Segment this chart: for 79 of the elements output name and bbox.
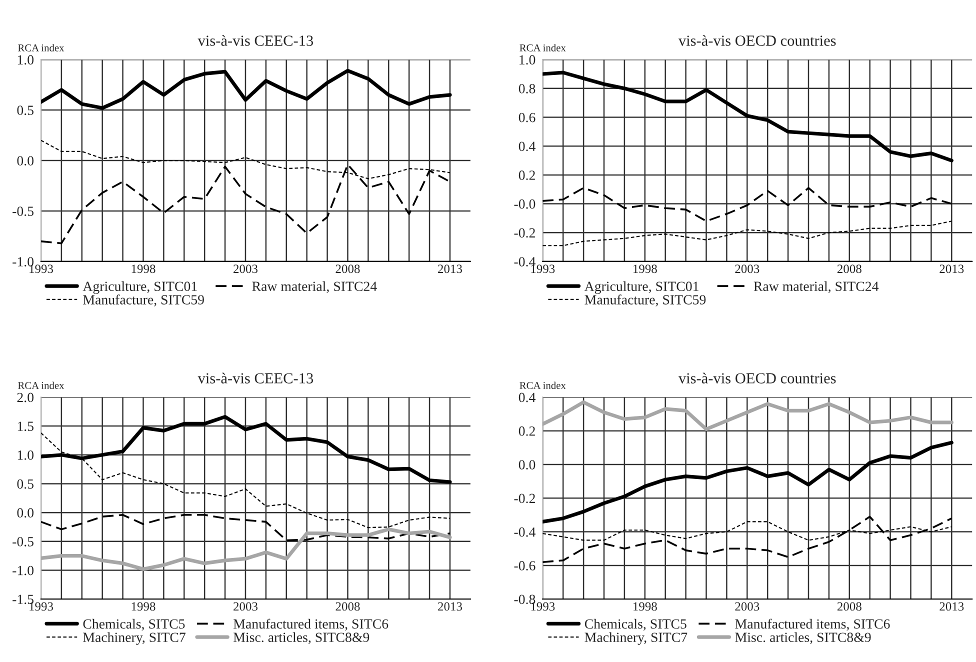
y-tick-label: -0.8 — [514, 594, 536, 604]
y-tick-label: 1.0 — [18, 55, 34, 65]
x-tick-label: 1993 — [531, 602, 555, 611]
y-tick-label: -0.5 — [12, 537, 34, 546]
x-tick-label: 1998 — [132, 264, 156, 274]
y-axis-title: RCA index — [18, 382, 64, 390]
y-tick-label: 0.2 — [518, 426, 535, 436]
y-axis-title: RCA index — [520, 382, 566, 390]
y-tick-label: 0.0 — [17, 508, 34, 518]
legend-label: Chemicals, SITC5 — [83, 618, 185, 631]
legend-label: Manufactured items, SITC6 — [234, 618, 388, 631]
y-tick-label: -0.2 — [514, 494, 535, 504]
x-tick-label: 2008 — [837, 264, 862, 274]
legend-label: Agriculture, SITC01 — [82, 281, 197, 294]
x-tick-label: 1998 — [132, 602, 156, 611]
legend-label: Raw material, SITC24 — [754, 281, 879, 294]
x-tick-label: 2003 — [234, 602, 258, 611]
y-tick-label: 1.0 — [520, 55, 536, 65]
y-axis-title: RCA index — [520, 44, 566, 52]
y-tick-label: -0.0 — [514, 199, 536, 209]
chart-title: vis-à-vis CEEC-13 — [198, 372, 314, 384]
legend-label: Manufactured items, SITC6 — [735, 618, 890, 631]
x-tick-label: 2003 — [735, 602, 760, 611]
x-tick-label: 2008 — [336, 602, 360, 611]
y-tick-label: 0.2 — [518, 170, 535, 180]
chart-title: vis-à-vis OECD countries — [678, 35, 836, 46]
y-tick-label: -0.6 — [514, 561, 536, 570]
x-tick-label: 2003 — [234, 264, 258, 274]
line-series — [40, 514, 451, 542]
y-tick-label: -1.5 — [12, 594, 34, 604]
x-tick-label: 1998 — [634, 602, 657, 611]
legend-label: Machinery, SITC7 — [584, 632, 688, 645]
y-tick-label: -1.0 — [12, 257, 34, 267]
x-tick-label: 2008 — [837, 602, 862, 611]
y-tick-label: -0.2 — [514, 228, 535, 238]
legend-label: Machinery, SITC7 — [83, 632, 186, 645]
y-tick-label: 1.5 — [18, 422, 34, 432]
x-tick-label: 2013 — [438, 264, 462, 274]
y-tick-label: 1.0 — [18, 450, 34, 460]
legend-label: Misc. articles, SITC8&9 — [735, 632, 871, 644]
line-series — [40, 68, 452, 110]
y-tick-label: 0.0 — [518, 460, 536, 470]
x-tick-label: 1993 — [30, 602, 54, 611]
y-tick-label: 0.0 — [17, 156, 34, 166]
legend-label: Raw material, SITC24 — [252, 281, 377, 294]
x-tick-label: 2013 — [438, 602, 462, 611]
y-tick-label: -1.0 — [12, 566, 34, 576]
legend-label: Misc. articles, SITC8&9 — [234, 632, 370, 644]
y-tick-label: 2.0 — [17, 392, 34, 402]
line-series — [542, 440, 954, 524]
x-tick-label: 2003 — [735, 264, 760, 274]
x-tick-label: 2013 — [940, 602, 964, 611]
line-series — [542, 220, 952, 246]
y-tick-label: -0.4 — [514, 257, 536, 267]
line-series — [40, 528, 452, 571]
y-tick-label: 0.5 — [17, 106, 34, 116]
line-series — [542, 400, 954, 431]
legend-label: Manufacture, SITC59 — [584, 294, 706, 306]
chart-title: vis-à-vis OECD countries — [678, 372, 836, 384]
y-tick-label: 0.6 — [518, 112, 536, 122]
y-tick-label: 0.8 — [518, 84, 536, 94]
line-series — [542, 516, 953, 563]
legend-label: Agriculture, SITC01 — [584, 281, 698, 294]
y-tick-label: -0.4 — [514, 527, 536, 537]
x-tick-label: 1998 — [634, 264, 657, 274]
legend-label: Manufacture, SITC59 — [83, 294, 204, 306]
y-axis-title: RCA index — [18, 44, 64, 52]
y-tick-label: 0.4 — [518, 392, 536, 402]
line-series — [542, 187, 953, 222]
y-tick-label: -0.5 — [12, 206, 34, 216]
line-series — [542, 70, 954, 162]
x-tick-label: 2008 — [336, 264, 360, 274]
legend-label: Chemicals, SITC5 — [584, 618, 686, 631]
x-tick-label: 2013 — [940, 264, 964, 274]
x-tick-label: 1993 — [30, 264, 54, 274]
chart-title: vis-à-vis CEEC-13 — [198, 35, 314, 46]
x-tick-label: 1993 — [531, 264, 555, 274]
y-tick-label: 0.4 — [518, 142, 536, 152]
y-tick-label: 0.5 — [17, 479, 34, 489]
